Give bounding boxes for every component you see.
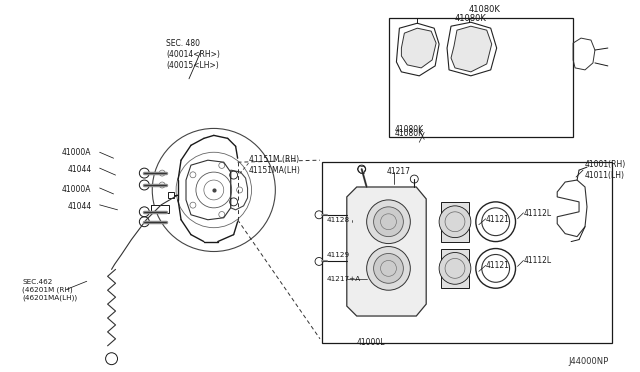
Text: 41112L: 41112L <box>524 209 552 218</box>
Text: 41044: 41044 <box>68 202 92 211</box>
Circle shape <box>374 253 403 283</box>
Polygon shape <box>401 28 436 68</box>
Circle shape <box>476 202 516 241</box>
Polygon shape <box>451 26 492 72</box>
Bar <box>441 202 469 241</box>
Text: 41121: 41121 <box>486 262 509 270</box>
Text: 41080K: 41080K <box>455 14 487 23</box>
Circle shape <box>476 248 516 288</box>
Text: 41121: 41121 <box>486 215 509 224</box>
Text: 41000L: 41000L <box>356 338 385 347</box>
Circle shape <box>439 206 471 238</box>
Text: 41000A: 41000A <box>62 185 92 194</box>
Bar <box>322 162 612 343</box>
Text: J44000NP: J44000NP <box>568 357 609 366</box>
Bar <box>151 205 169 213</box>
Polygon shape <box>347 187 426 316</box>
Bar <box>168 192 174 198</box>
Text: 41044: 41044 <box>68 165 92 174</box>
Circle shape <box>367 200 410 244</box>
Text: 41151M (RH)
41151MA(LH): 41151M (RH) 41151MA(LH) <box>248 155 300 175</box>
Text: SEC. 480
(40014<RH>)
(40015<LH>): SEC. 480 (40014<RH>) (40015<LH>) <box>166 39 220 70</box>
Text: 41217: 41217 <box>387 167 410 176</box>
Text: 41128: 41128 <box>327 217 350 223</box>
Circle shape <box>367 247 410 290</box>
Circle shape <box>439 253 471 284</box>
Text: 41080K: 41080K <box>394 129 424 138</box>
Text: 41112L: 41112L <box>524 256 552 266</box>
Bar <box>390 18 573 137</box>
Text: 41000A: 41000A <box>62 148 92 157</box>
Text: 41129: 41129 <box>327 251 350 257</box>
Text: 41001(RH)
41011(LH): 41001(RH) 41011(LH) <box>585 160 627 180</box>
Text: 41080K: 41080K <box>394 125 424 134</box>
Text: 41217+A: 41217+A <box>327 276 361 282</box>
Text: 41080K: 41080K <box>469 5 500 14</box>
Circle shape <box>374 207 403 237</box>
Bar <box>441 248 469 288</box>
Text: SEC.462
(46201M (RH)
(46201MA(LH)): SEC.462 (46201M (RH) (46201MA(LH)) <box>22 279 77 301</box>
